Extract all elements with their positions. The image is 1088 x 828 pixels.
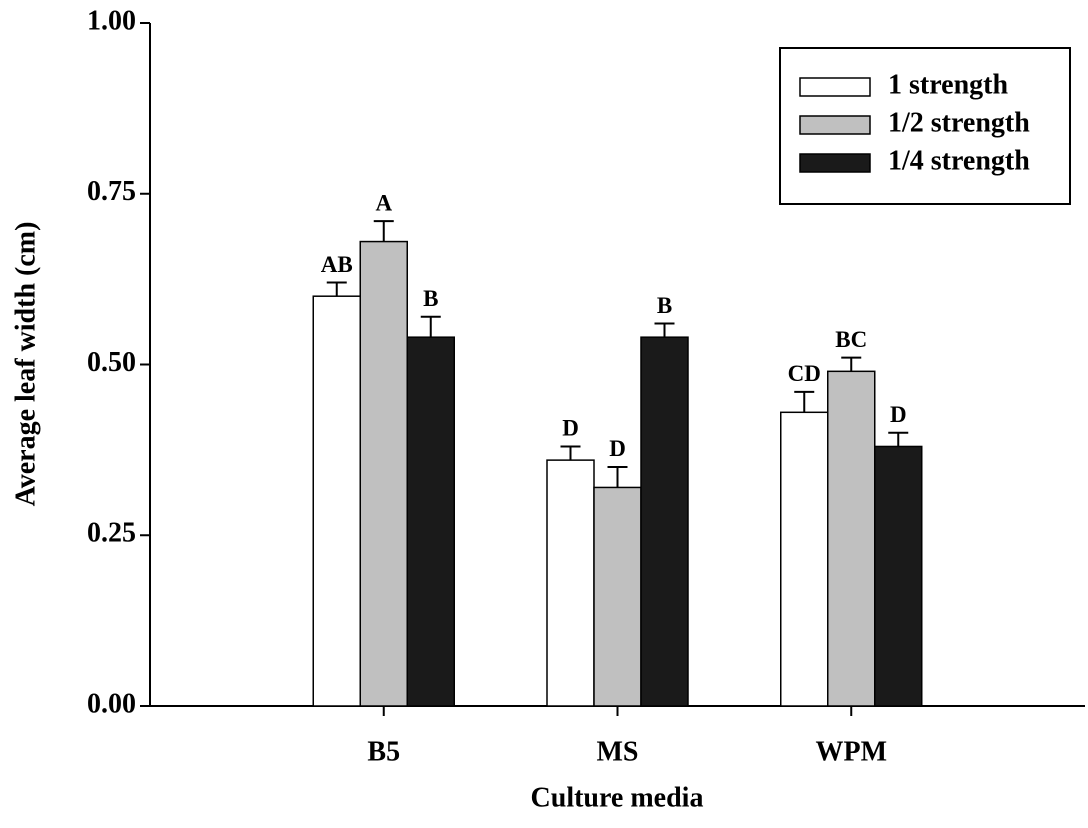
bar <box>546 459 595 707</box>
significance-letter: B <box>423 286 438 311</box>
error-bar <box>607 465 628 488</box>
legend-label: 1/2 strength <box>888 107 1030 138</box>
bar <box>359 240 408 707</box>
significance-letter: A <box>375 190 392 215</box>
significance-letter: AB <box>321 252 353 277</box>
legend-swatch <box>799 153 871 173</box>
significance-letter: BC <box>835 327 867 352</box>
bar <box>780 411 829 707</box>
x-tick-label: MS <box>597 736 639 767</box>
bar <box>640 336 689 707</box>
error-bar <box>888 431 909 447</box>
legend-swatch <box>799 115 871 135</box>
bar <box>827 370 876 707</box>
y-tick-label: 0.00 <box>87 688 136 719</box>
error-bar <box>373 220 394 242</box>
legend-label: 1/4 strength <box>888 145 1030 176</box>
y-tick-label: 0.25 <box>87 518 136 549</box>
error-bar <box>560 445 581 461</box>
error-bar <box>654 322 675 338</box>
significance-letter: CD <box>788 361 821 386</box>
legend-swatch <box>799 77 871 97</box>
error-bar <box>794 390 815 413</box>
bar <box>874 445 923 707</box>
y-tick-label: 0.75 <box>87 176 136 207</box>
significance-letter: D <box>562 416 579 441</box>
significance-letter: D <box>609 436 626 461</box>
y-tick-label: 1.00 <box>87 5 136 36</box>
error-bar <box>420 315 441 338</box>
x-tick-label: WPM <box>815 736 887 767</box>
bar <box>593 486 642 707</box>
y-tick-label: 0.50 <box>87 347 136 378</box>
x-axis-title: Culture media <box>531 782 704 813</box>
significance-letter: B <box>657 293 672 318</box>
error-bar <box>841 356 862 372</box>
legend-label: 1 strength <box>888 69 1008 100</box>
y-axis-title: Average leaf width (cm) <box>10 222 41 507</box>
legend-box <box>779 47 1071 205</box>
significance-letter: D <box>890 402 907 427</box>
x-tick-label: B5 <box>367 736 400 767</box>
error-bar <box>326 281 347 297</box>
bar <box>406 336 455 707</box>
bar <box>312 295 361 707</box>
